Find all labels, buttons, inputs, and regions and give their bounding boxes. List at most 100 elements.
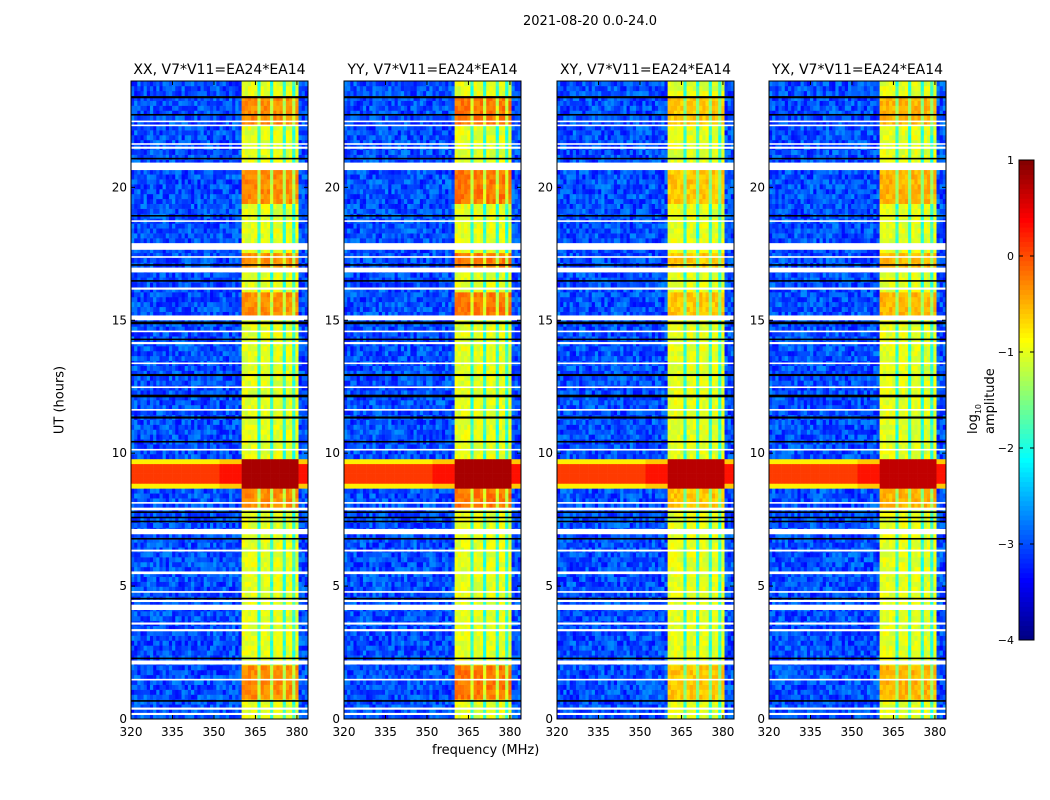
heatmap-cell	[276, 665, 280, 671]
heatmap-cell	[276, 429, 280, 435]
heatmap-cell	[159, 326, 163, 332]
heatmap-cell	[257, 346, 261, 352]
heatmap-cell	[254, 478, 258, 484]
heatmap-cell	[238, 350, 242, 357]
heatmap-cell	[191, 434, 195, 440]
heatmap-cell	[159, 512, 163, 519]
heatmap-cell	[298, 704, 302, 710]
heatmap-cell	[241, 311, 246, 317]
heatmap-cell	[172, 665, 176, 671]
heatmap-cell	[143, 601, 148, 607]
heatmap-cell	[137, 468, 141, 474]
heatmap-cell	[156, 400, 160, 406]
heatmap-cell	[137, 473, 141, 479]
heatmap-cell	[219, 478, 223, 484]
heatmap-cell	[241, 552, 246, 558]
heatmap-cell	[149, 557, 154, 563]
heatmap-cell	[247, 576, 252, 582]
heatmap-cell	[165, 522, 170, 528]
heatmap-cell	[289, 390, 293, 396]
heatmap-cell	[238, 463, 242, 470]
heatmap-cell	[298, 370, 302, 376]
heatmap-cell	[235, 287, 239, 293]
heatmap-cell	[178, 419, 182, 425]
heatmap-cell	[210, 488, 214, 494]
heatmap-cell	[149, 669, 154, 676]
heatmap-cell	[197, 694, 201, 700]
heatmap-cell	[206, 306, 211, 312]
heatmap-cell	[153, 522, 157, 528]
heatmap-cell	[222, 400, 227, 406]
heatmap-cell	[276, 557, 280, 563]
heatmap-cell	[162, 453, 167, 460]
heatmap-cell	[241, 306, 246, 312]
heatmap-cell	[295, 488, 299, 494]
heatmap-cell	[254, 493, 258, 499]
heatmap-cell	[289, 483, 293, 489]
heatmap-cell	[184, 375, 189, 381]
heatmap-cell	[165, 674, 170, 681]
heatmap-cell	[172, 287, 176, 293]
heatmap-cell	[257, 503, 261, 509]
heatmap-cell	[187, 468, 192, 474]
heatmap-cell	[134, 444, 138, 450]
heatmap-cell	[137, 571, 141, 577]
heatmap-cell	[219, 591, 223, 597]
heatmap-cell	[159, 331, 163, 337]
heatmap-cell	[143, 370, 148, 376]
heatmap-cell	[184, 522, 189, 528]
heatmap-cell	[178, 561, 182, 568]
heatmap-cell	[251, 444, 255, 450]
heatmap-cell	[235, 326, 239, 332]
heatmap-cell	[292, 615, 296, 622]
heatmap-cell	[194, 512, 198, 519]
heatmap-cell	[219, 390, 223, 396]
heatmap-cell	[149, 561, 154, 568]
heatmap-cell	[276, 468, 280, 474]
heatmap-cell	[254, 282, 258, 288]
heatmap-cell	[159, 355, 163, 362]
heatmap-cell	[232, 287, 236, 293]
heatmap-cell	[134, 650, 138, 656]
heatmap-cell	[273, 674, 277, 681]
heatmap-cell	[235, 640, 239, 646]
heatmap-cell	[251, 669, 255, 676]
heatmap-cell	[149, 576, 154, 582]
heatmap-cell	[270, 429, 274, 435]
heatmap-cell	[257, 375, 261, 381]
heatmap-cell	[222, 331, 227, 337]
heatmap-cell	[175, 478, 179, 484]
heatmap-cell	[222, 370, 227, 376]
heatmap-cell	[285, 615, 290, 622]
heatmap-cell	[178, 449, 182, 455]
heatmap-cell	[191, 586, 195, 592]
heatmap-cell	[178, 557, 182, 563]
heatmap-cell	[184, 665, 189, 671]
heatmap-cell	[197, 380, 201, 386]
heatmap-cell	[143, 615, 148, 622]
heatmap-cell	[232, 468, 236, 474]
heatmap-cell	[162, 611, 167, 617]
heatmap-cell	[146, 409, 151, 416]
heatmap-cell	[131, 444, 135, 450]
heatmap-cell	[270, 306, 274, 312]
heatmap-cell	[225, 346, 230, 352]
heatmap-cell	[241, 463, 246, 470]
heatmap-cell	[301, 493, 306, 499]
heatmap-cell	[301, 380, 306, 386]
heatmap-cell	[172, 444, 176, 450]
heatmap-cell	[213, 365, 217, 371]
heatmap-cell	[184, 282, 189, 288]
heatmap-cell	[213, 404, 217, 411]
heatmap-cell	[244, 576, 249, 582]
heatmap-cell	[285, 390, 290, 396]
heatmap-cell	[219, 311, 223, 317]
heatmap-cell	[168, 517, 173, 523]
heatmap-cell	[279, 355, 284, 362]
heatmap-cell	[131, 468, 135, 474]
heatmap-cell	[187, 390, 192, 396]
heatmap-cell	[140, 449, 144, 455]
heatmap-cell	[168, 444, 173, 450]
heatmap-cell	[289, 625, 293, 631]
heatmap-cell	[241, 522, 246, 528]
